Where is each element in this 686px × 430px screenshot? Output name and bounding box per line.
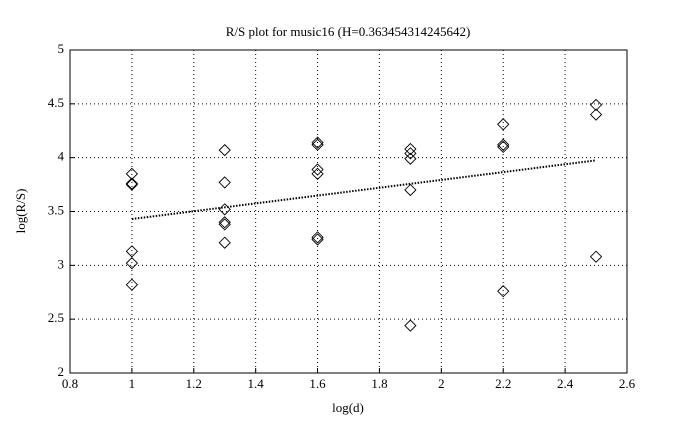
point [404, 152, 417, 165]
x-tick-label: 1.6 [309, 376, 326, 391]
point [497, 140, 510, 154]
x-tick-label: 0.8 [62, 376, 78, 391]
y-axis-label: log(R/S) [13, 189, 28, 234]
point [125, 278, 139, 291]
x-tick-label: 2.4 [557, 376, 574, 391]
point [404, 142, 417, 156]
y-tick-label: 4.5 [48, 95, 64, 110]
point [125, 257, 139, 270]
point [311, 136, 324, 149]
y-tick-label: 3 [58, 256, 65, 271]
point [497, 285, 510, 298]
point [218, 216, 231, 229]
point [218, 143, 231, 157]
point [404, 183, 417, 197]
point [125, 245, 139, 258]
x-tick-label: 1.8 [371, 376, 387, 391]
y-tick-label: 4 [58, 149, 65, 164]
y-tick-label: 5 [58, 41, 65, 56]
point [404, 147, 417, 160]
x-tick-label: 2.2 [495, 376, 511, 391]
point [311, 167, 324, 180]
point [589, 108, 603, 121]
point [311, 231, 324, 244]
point [589, 250, 603, 263]
point [497, 118, 510, 131]
y-tick-label: 2 [58, 364, 65, 379]
y-tick-label: 2.5 [48, 310, 64, 325]
chart-title: R/S plot for music16 (H=0.36345431424564… [226, 24, 471, 39]
x-tick-label: 2 [438, 376, 445, 391]
point [218, 176, 231, 189]
point [218, 236, 231, 249]
point [125, 178, 139, 191]
point [311, 163, 324, 176]
point [125, 177, 139, 190]
point [311, 138, 324, 151]
x-axis-label: log(d) [332, 400, 364, 415]
x-tick-label: 1.2 [186, 376, 202, 391]
x-tick-label: 1 [129, 376, 136, 391]
plot-frame [69, 49, 628, 374]
point [497, 138, 510, 151]
x-tick-label: 2.6 [619, 376, 636, 391]
point [589, 98, 603, 112]
point [404, 319, 417, 332]
point [311, 233, 324, 246]
y-tick-label: 3.5 [48, 202, 64, 217]
x-tick-label: 1.4 [248, 376, 265, 391]
point [218, 218, 231, 231]
